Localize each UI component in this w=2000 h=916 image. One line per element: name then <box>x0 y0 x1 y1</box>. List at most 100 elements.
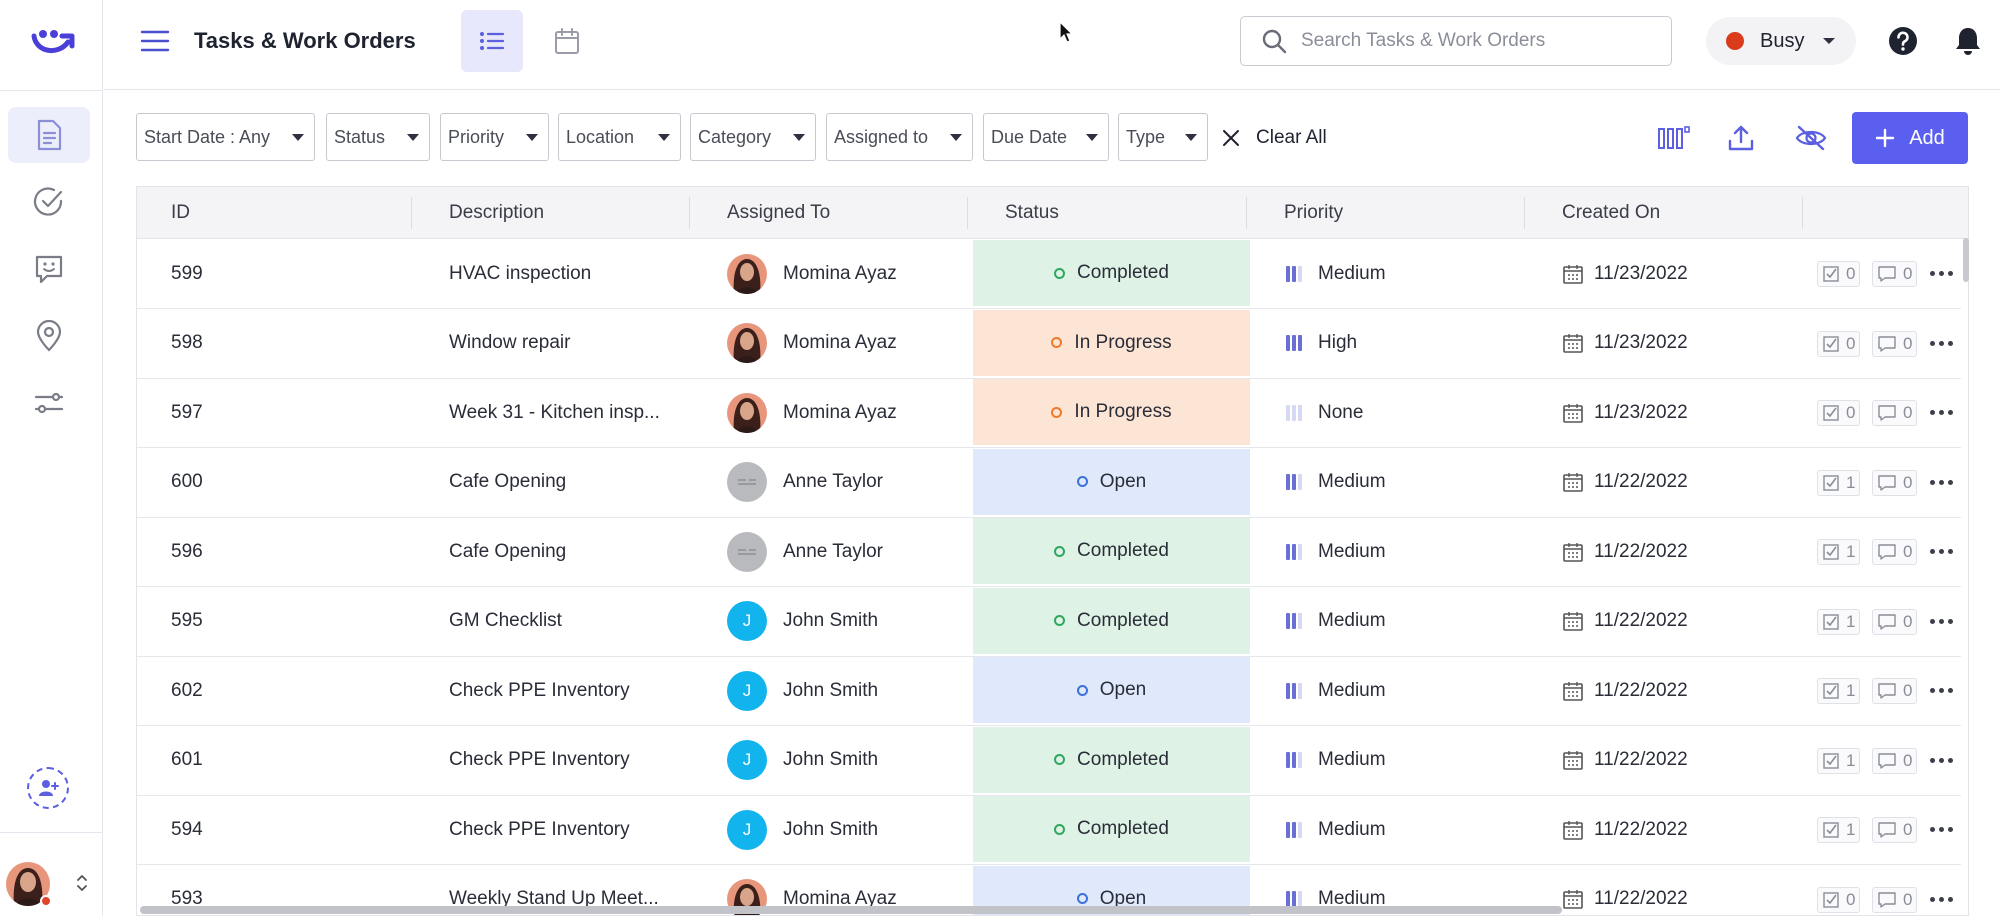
notifications-button[interactable] <box>1954 26 1982 56</box>
checklist-count[interactable]: 1 <box>1817 469 1861 496</box>
nav-messages[interactable] <box>8 241 90 297</box>
row-more-options-icon[interactable] <box>1930 549 1953 554</box>
search-box[interactable] <box>1240 16 1672 66</box>
status-badge[interactable]: Completed <box>973 587 1250 654</box>
task-description[interactable]: Cafe Opening <box>449 471 567 492</box>
filter-category[interactable]: Category <box>690 113 816 161</box>
comment-count[interactable]: 0 <box>1872 539 1918 565</box>
column-resize-handle[interactable] <box>1246 197 1247 229</box>
comment-count[interactable]: 0 <box>1872 330 1918 357</box>
checklist-count[interactable]: 1 <box>1817 747 1861 774</box>
row-more-options-icon[interactable] <box>1930 479 1953 485</box>
task-assignee[interactable]: J John Smith <box>727 656 878 725</box>
task-assignee[interactable]: Anne Taylor <box>727 517 883 586</box>
table-row[interactable]: 598 Window repair Momina Ayaz In Progress Hi… <box>137 309 1961 379</box>
column-header-id[interactable]: ID <box>171 202 190 223</box>
table-row[interactable]: 594 Check PPE Inventory J John Smith Complet… <box>137 795 1961 865</box>
search-input[interactable] <box>1301 30 1661 52</box>
status-badge[interactable]: In Progress <box>973 379 1250 445</box>
status-badge[interactable]: Completed <box>973 518 1250 584</box>
row-more-options-icon[interactable] <box>1930 271 1953 276</box>
task-description[interactable]: Check PPE Inventory <box>449 818 630 840</box>
row-more-options-icon[interactable] <box>1930 896 1953 902</box>
comment-count[interactable]: 0 <box>1872 261 1918 287</box>
column-resize-handle[interactable] <box>1802 197 1803 229</box>
filter-type[interactable]: Type <box>1118 113 1208 161</box>
column-settings-button[interactable] <box>1654 118 1694 158</box>
add-button[interactable]: Add <box>1852 112 1968 164</box>
clear-all-filters-button[interactable]: Clear All <box>1222 118 1327 158</box>
checklist-count[interactable]: 0 <box>1817 330 1861 357</box>
comment-count[interactable]: 0 <box>1872 469 1918 496</box>
row-more-options-icon[interactable] <box>1930 618 1953 624</box>
vertical-scrollbar[interactable] <box>1963 238 1969 282</box>
column-header-status[interactable]: Status <box>1005 202 1059 223</box>
comment-count[interactable]: 0 <box>1872 886 1918 913</box>
export-button[interactable] <box>1721 118 1761 158</box>
checklist-count[interactable]: 0 <box>1817 400 1861 426</box>
task-assignee[interactable]: J John Smith <box>727 587 878 656</box>
column-resize-handle[interactable] <box>689 197 690 229</box>
task-assignee[interactable]: Momina Ayaz <box>727 309 897 378</box>
nav-tasks[interactable] <box>8 107 90 163</box>
comment-count[interactable]: 0 <box>1872 608 1918 635</box>
task-assignee[interactable]: J John Smith <box>727 726 878 795</box>
checklist-count[interactable]: 1 <box>1817 817 1861 843</box>
table-row[interactable]: 597 Week 31 - Kitchen insp... Momina Ayaz I… <box>137 378 1961 448</box>
checklist-count[interactable]: 1 <box>1817 539 1861 565</box>
table-row[interactable]: 602 Check PPE Inventory J John Smith Open Med… <box>137 656 1961 726</box>
task-description[interactable]: HVAC inspection <box>449 262 592 284</box>
status-badge[interactable]: Completed <box>973 796 1250 862</box>
status-badge[interactable]: In Progress <box>973 309 1250 376</box>
calendar-view-button[interactable] <box>536 10 598 72</box>
table-row[interactable]: 600 Cafe Opening Anne Taylor Open Medium 11/2… <box>137 448 1961 518</box>
status-badge[interactable]: Completed <box>973 240 1250 306</box>
checklist-count[interactable]: 1 <box>1817 678 1861 704</box>
toggle-hidden-button[interactable] <box>1791 118 1831 158</box>
row-more-options-icon[interactable] <box>1930 827 1953 832</box>
list-view-button[interactable] <box>461 10 523 72</box>
checklist-count[interactable]: 0 <box>1817 261 1861 287</box>
column-header-description[interactable]: Description <box>449 202 545 223</box>
nav-checklists[interactable] <box>8 174 90 230</box>
column-resize-handle[interactable] <box>411 197 412 229</box>
task-description[interactable]: Check PPE Inventory <box>449 679 630 701</box>
task-description[interactable]: Cafe Opening <box>449 540 567 562</box>
nav-settings[interactable] <box>8 375 90 431</box>
filter-location[interactable]: Location <box>558 113 681 161</box>
task-assignee[interactable]: Momina Ayaz <box>727 378 897 447</box>
menu-toggle-button[interactable] <box>140 28 170 54</box>
checklist-count[interactable]: 1 <box>1817 608 1861 635</box>
column-resize-handle[interactable] <box>967 197 968 229</box>
task-assignee[interactable]: Momina Ayaz <box>727 239 897 308</box>
task-description[interactable]: Weekly Stand Up Meet... <box>449 888 659 909</box>
comment-count[interactable]: 0 <box>1872 400 1918 426</box>
task-description[interactable]: Check PPE Inventory <box>449 749 630 770</box>
nav-locations[interactable] <box>8 308 90 364</box>
account-switch-icon[interactable] <box>75 872 89 894</box>
current-user-avatar[interactable] <box>6 862 50 906</box>
task-description[interactable]: Window repair <box>449 332 571 353</box>
availability-status-dropdown[interactable]: Busy <box>1706 17 1856 65</box>
column-resize-handle[interactable] <box>1524 197 1525 229</box>
column-header-priority[interactable]: Priority <box>1284 202 1344 223</box>
filter-due-date[interactable]: Due Date <box>983 113 1109 161</box>
task-assignee[interactable]: Anne Taylor <box>727 448 883 517</box>
status-badge[interactable]: Open <box>973 448 1250 515</box>
comment-count[interactable]: 0 <box>1872 747 1918 774</box>
comment-count[interactable]: 0 <box>1872 817 1918 843</box>
column-header-created-on[interactable]: Created On <box>1562 202 1661 223</box>
row-more-options-icon[interactable] <box>1930 757 1953 763</box>
app-logo[interactable] <box>28 22 82 62</box>
table-row[interactable]: 595 GM Checklist J John Smith Completed Mediu… <box>137 587 1961 657</box>
table-row[interactable]: 601 Check PPE Inventory J John Smith Complet… <box>137 726 1961 796</box>
checklist-count[interactable]: 0 <box>1817 886 1861 913</box>
filter-start-date[interactable]: Start Date : Any <box>136 113 315 161</box>
row-more-options-icon[interactable] <box>1930 340 1953 346</box>
task-description[interactable]: GM Checklist <box>449 610 562 631</box>
status-badge[interactable]: Open <box>973 657 1250 723</box>
status-badge[interactable]: Completed <box>973 726 1250 793</box>
filter-priority[interactable]: Priority <box>440 113 549 161</box>
help-button[interactable] <box>1888 26 1918 56</box>
horizontal-scrollbar[interactable] <box>140 906 1562 914</box>
